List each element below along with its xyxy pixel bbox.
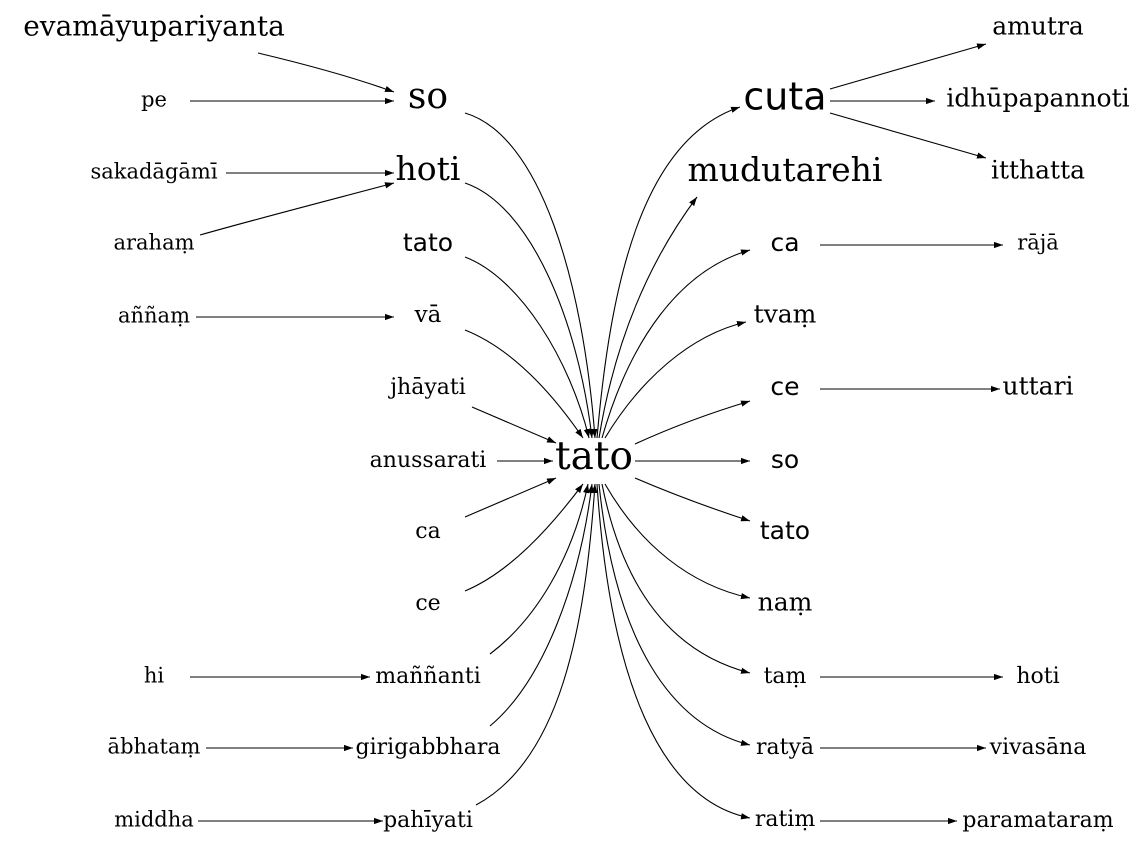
node-amutra: amutra <box>992 12 1084 41</box>
node-annam: aññaṃ <box>118 304 190 328</box>
node-ca-left: ca <box>415 519 440 544</box>
node-ce-right: ce <box>770 372 799 401</box>
node-jhayati: jhāyati <box>387 375 466 400</box>
node-pahiyati: pahīyati <box>383 808 473 833</box>
edge-cuta-amutra <box>829 43 987 90</box>
edge-tato-tam <box>601 483 751 674</box>
node-anussarati: anussarati <box>370 448 487 473</box>
node-vivasana: vivasāna <box>989 735 1087 760</box>
node-abhatam: ābhataṃ <box>108 735 201 759</box>
edge-pahiyati-tato <box>475 483 598 806</box>
edge-mannanti-tato <box>489 483 590 655</box>
node-so-left: so <box>408 76 448 117</box>
node-evamayupariyanta: evamāyupariyanta <box>23 10 285 43</box>
node-hi: hi <box>144 664 165 688</box>
edge-tato-ca <box>601 249 751 439</box>
edge-hoti-tato <box>464 182 595 439</box>
node-raja: rājā <box>1017 231 1059 255</box>
node-araham: arahaṃ <box>113 231 194 255</box>
node-hoti-right: hoti <box>1016 664 1059 689</box>
edge-ce-tato <box>464 483 584 592</box>
edge-tato-ratya <box>598 483 751 746</box>
edge-jhayati-tato <box>471 406 557 444</box>
node-idhupapannoti: idhūpapannoti <box>946 84 1129 113</box>
node-tato-right: tato <box>760 516 810 545</box>
node-tato-left: tato <box>403 228 453 257</box>
node-middha: middha <box>114 808 194 832</box>
node-cuta: cuta <box>743 75 826 119</box>
node-paramataram: paramataraṃ <box>962 808 1113 833</box>
edge-tato-tvam <box>604 320 747 439</box>
edge-cuta-itthatta <box>829 112 987 159</box>
edge-araham-hoti <box>199 182 395 236</box>
nodes: tato evamāyupariyanta pe sakadāgāmī arah… <box>23 10 1129 834</box>
edge-girigabbhara-tato <box>489 483 595 727</box>
edge-evamayupariyanta-so <box>257 52 395 93</box>
node-itthatta: itthatta <box>991 156 1085 185</box>
edges <box>190 43 1003 825</box>
edge-tato-tato <box>464 256 590 439</box>
edge-tato-ce <box>634 400 751 445</box>
node-tam: taṃ <box>764 664 807 689</box>
node-uttari: uttari <box>1002 372 1073 401</box>
edge-tato-nam <box>604 483 751 600</box>
node-tvam: tvaṃ <box>754 300 817 329</box>
node-tato-center: tato <box>555 434 633 479</box>
node-va: vā <box>414 302 442 328</box>
edge-ca-tato <box>464 477 557 518</box>
node-mudutarehi: mudutarehi <box>688 150 883 189</box>
edge-tato-tato-r <box>634 477 751 522</box>
node-so-right: so <box>771 445 799 474</box>
edge-tato-cuta <box>596 106 741 439</box>
node-pe: pe <box>141 88 167 112</box>
node-girigabbhara: girigabbhara <box>356 735 501 760</box>
edge-tato-mudutarehi <box>598 196 698 439</box>
edge-tato-ratim <box>596 483 751 820</box>
node-ca-right: ca <box>770 228 799 257</box>
node-ratim: ratiṃ <box>755 807 816 832</box>
node-mannanti: maññanti <box>375 664 480 689</box>
edge-so-tato <box>464 112 598 439</box>
node-sakadagami: sakadāgāmī <box>90 160 217 184</box>
node-ratya: ratyā <box>756 735 814 760</box>
edge-va-tato <box>464 329 584 439</box>
node-hoti-left: hoti <box>396 149 461 188</box>
node-nam: naṃ <box>758 588 813 617</box>
node-ce-left: ce <box>415 591 440 616</box>
